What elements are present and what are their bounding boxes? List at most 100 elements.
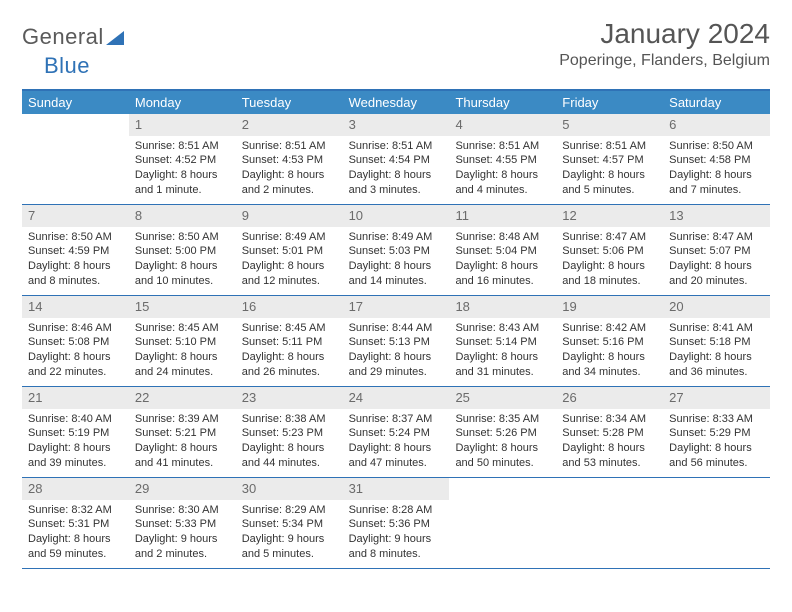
- daylight-text: Daylight: 8 hours and 50 minutes.: [455, 441, 550, 471]
- calendar-day: 29 Sunrise: 8:30 AMSunset: 5:33 PMDayligh…: [129, 478, 236, 568]
- sunset-text: Sunset: 5:13 PM: [349, 335, 444, 350]
- calendar-day: 18Sunrise: 8:43 AMSunset: 5:14 PMDayligh…: [449, 296, 556, 386]
- day-number: 13: [663, 205, 770, 227]
- sunrise-text: Sunrise: 8:51 AM: [135, 139, 230, 154]
- sunset-text: Sunset: 5:21 PM: [135, 426, 230, 441]
- sunset-text: Sunset: 5:06 PM: [562, 244, 657, 259]
- sunset-text: Sunset: 5:04 PM: [455, 244, 550, 259]
- title-block: January 2024 Poperinge, Flanders, Belgiu…: [559, 18, 770, 70]
- day-number: 12: [556, 205, 663, 227]
- day-number: 15: [129, 296, 236, 318]
- daylight-text: Daylight: 8 hours and 56 minutes.: [669, 441, 764, 471]
- sunset-text: Sunset: 5:01 PM: [242, 244, 337, 259]
- day-number: 26: [556, 387, 663, 409]
- weekday-header: Monday: [129, 91, 236, 114]
- weekday-header: Wednesday: [343, 91, 450, 114]
- daylight-text: Daylight: 8 hours and 4 minutes.: [455, 168, 550, 198]
- calendar-day: 10Sunrise: 8:49 AMSunset: 5:03 PMDayligh…: [343, 205, 450, 295]
- calendar-day: 23Sunrise: 8:38 AMSunset: 5:23 PMDayligh…: [236, 387, 343, 477]
- day-number: 5: [556, 114, 663, 136]
- sunset-text: Sunset: 5:00 PM: [135, 244, 230, 259]
- day-number: 16: [236, 296, 343, 318]
- header: General Blue January 2024 Poperinge, Fla…: [22, 18, 770, 79]
- calendar-day: 16Sunrise: 8:45 AMSunset: 5:11 PMDayligh…: [236, 296, 343, 386]
- daylight-text: Daylight: 8 hours and 44 minutes.: [242, 441, 337, 471]
- calendar-day: 14Sunrise: 8:46 AMSunset: 5:08 PMDayligh…: [22, 296, 129, 386]
- sunset-text: Sunset: 5:34 PM: [242, 517, 337, 532]
- day-number: 6: [663, 114, 770, 136]
- day-number: 10: [343, 205, 450, 227]
- calendar-day: 7Sunrise: 8:50 AMSunset: 4:59 PMDaylight…: [22, 205, 129, 295]
- sunrise-text: Sunrise: 8:34 AM: [562, 412, 657, 427]
- daylight-text: Daylight: 8 hours and 24 minutes.: [135, 350, 230, 380]
- logo-text-general: General: [22, 24, 104, 49]
- calendar-day: 6Sunrise: 8:50 AMSunset: 4:58 PMDaylight…: [663, 114, 770, 204]
- day-number: 1: [129, 114, 236, 136]
- calendar-day: 11Sunrise: 8:48 AMSunset: 5:04 PMDayligh…: [449, 205, 556, 295]
- logo-text-blue: Blue: [44, 53, 90, 78]
- sunset-text: Sunset: 5:31 PM: [28, 517, 123, 532]
- daylight-text: Daylight: 8 hours and 41 minutes.: [135, 441, 230, 471]
- calendar-day-empty: [556, 478, 663, 568]
- calendar-day: 26Sunrise: 8:34 AMSunset: 5:28 PMDayligh…: [556, 387, 663, 477]
- sunset-text: Sunset: 5:23 PM: [242, 426, 337, 441]
- daylight-text: Daylight: 8 hours and 3 minutes.: [349, 168, 444, 198]
- calendar-day: 31Sunrise: 8:28 AMSunset: 5:36 PMDayligh…: [343, 478, 450, 568]
- day-number: 29: [129, 478, 236, 500]
- daylight-text: Daylight: 8 hours and 36 minutes.: [669, 350, 764, 380]
- calendar-day: 2Sunrise: 8:51 AMSunset: 4:53 PMDaylight…: [236, 114, 343, 204]
- daylight-text: Daylight: 8 hours and 26 minutes.: [242, 350, 337, 380]
- daylight-text: Daylight: 8 hours and 16 minutes.: [455, 259, 550, 289]
- sunset-text: Sunset: 5:16 PM: [562, 335, 657, 350]
- calendar-week: 21Sunrise: 8:40 AMSunset: 5:19 PMDayligh…: [22, 387, 770, 478]
- calendar-week: 14Sunrise: 8:46 AMSunset: 5:08 PMDayligh…: [22, 296, 770, 387]
- sunrise-text: Sunrise: 8:50 AM: [669, 139, 764, 154]
- daylight-text: Daylight: 8 hours and 10 minutes.: [135, 259, 230, 289]
- daylight-text: Daylight: 8 hours and 20 minutes.: [669, 259, 764, 289]
- daylight-text: Daylight: 8 hours and 12 minutes.: [242, 259, 337, 289]
- day-number: 14: [22, 296, 129, 318]
- day-number: 18: [449, 296, 556, 318]
- day-number: 25: [449, 387, 556, 409]
- day-number: 19: [556, 296, 663, 318]
- day-number: 30: [236, 478, 343, 500]
- calendar-day: 19Sunrise: 8:42 AMSunset: 5:16 PMDayligh…: [556, 296, 663, 386]
- sunrise-text: Sunrise: 8:30 AM: [135, 503, 230, 518]
- daylight-text: Daylight: 8 hours and 14 minutes.: [349, 259, 444, 289]
- weekday-header: Sunday: [22, 91, 129, 114]
- daylight-text: Daylight: 8 hours and 22 minutes.: [28, 350, 123, 380]
- logo: General Blue: [22, 18, 124, 79]
- sunset-text: Sunset: 5:19 PM: [28, 426, 123, 441]
- calendar-day: 1Sunrise: 8:51 AMSunset: 4:52 PMDaylight…: [129, 114, 236, 204]
- calendar-day: 30Sunrise: 8:29 AMSunset: 5:34 PMDayligh…: [236, 478, 343, 568]
- day-number: 7: [22, 205, 129, 227]
- day-number: 3: [343, 114, 450, 136]
- daylight-text: Daylight: 8 hours and 7 minutes.: [669, 168, 764, 198]
- sunset-text: Sunset: 5:33 PM: [135, 517, 230, 532]
- daylight-text: Daylight: 8 hours and 8 minutes.: [28, 259, 123, 289]
- sunset-text: Sunset: 4:52 PM: [135, 153, 230, 168]
- daylight-text: Daylight: 9 hours and 8 minutes.: [349, 532, 444, 562]
- sunrise-text: Sunrise: 8:32 AM: [28, 503, 123, 518]
- sunset-text: Sunset: 5:26 PM: [455, 426, 550, 441]
- page-title: January 2024: [559, 18, 770, 50]
- calendar-day: 27Sunrise: 8:33 AMSunset: 5:29 PMDayligh…: [663, 387, 770, 477]
- calendar-body: 1 Sunrise: 8:51 AMSunset: 4:52 PM Daylight…: [22, 114, 770, 569]
- sunset-text: Sunset: 4:59 PM: [28, 244, 123, 259]
- sunset-text: Sunset: 5:18 PM: [669, 335, 764, 350]
- sunrise-text: Sunrise: 8:28 AM: [349, 503, 444, 518]
- calendar-day: 15Sunrise: 8:45 AMSunset: 5:10 PMDayligh…: [129, 296, 236, 386]
- sunset-text: Sunset: 4:57 PM: [562, 153, 657, 168]
- calendar-day: 8Sunrise: 8:50 AMSunset: 5:00 PMDaylight…: [129, 205, 236, 295]
- calendar-day-empty: [449, 478, 556, 568]
- weekday-header: Friday: [556, 91, 663, 114]
- sunrise-text: Sunrise: 8:29 AM: [242, 503, 337, 518]
- weekday-header: Tuesday: [236, 91, 343, 114]
- daylight-text: Daylight: 9 hours and 2 minutes.: [135, 532, 230, 562]
- daylight-text: Daylight: 8 hours and 18 minutes.: [562, 259, 657, 289]
- day-number: 22: [129, 387, 236, 409]
- logo-triangle-icon: [106, 27, 124, 53]
- daylight-text: Daylight: 8 hours and 53 minutes.: [562, 441, 657, 471]
- sunset-text: Sunset: 4:53 PM: [242, 153, 337, 168]
- logo-text: General Blue: [22, 24, 124, 79]
